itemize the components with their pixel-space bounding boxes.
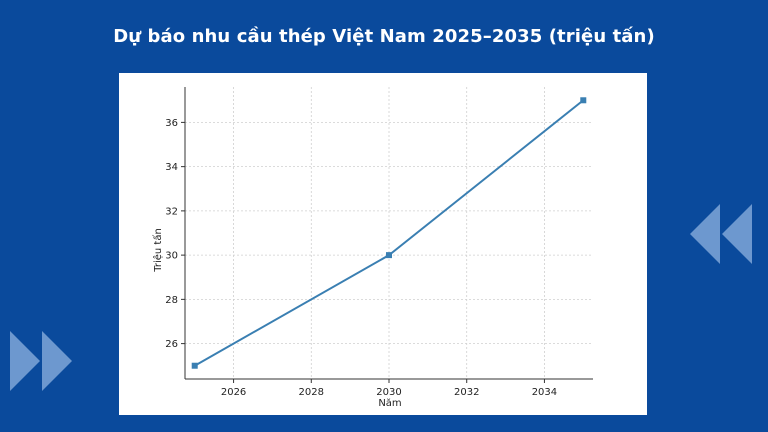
x-tick-label: 2032 [454, 387, 479, 398]
y-tick-label: 26 [165, 339, 178, 350]
x-tick-label: 2030 [376, 387, 401, 398]
x-tick-label: 2028 [299, 387, 324, 398]
y-tick-label: 34 [165, 162, 178, 173]
x-tick-label: 2034 [532, 387, 557, 398]
chart-panel: 2026 2028 2030 2032 2034 26 28 30 32 34 36 Năm Tri… [119, 73, 647, 415]
rewind-icon [690, 204, 752, 264]
y-tick-label: 32 [165, 206, 178, 217]
data-point [580, 97, 587, 104]
y-tick-label: 30 [165, 251, 178, 262]
page-title: Dự báo nhu cầu thép Việt Nam 2025–2035 (… [113, 26, 655, 47]
data-point [191, 362, 198, 369]
y-tick-label: 28 [165, 295, 178, 306]
y-axis-label: Triệu tấn [152, 228, 164, 273]
grid-lines [185, 87, 593, 379]
data-point [386, 252, 392, 259]
x-axis-label: Năm [378, 398, 401, 409]
axes [181, 87, 593, 383]
x-tick-label: 2026 [221, 387, 246, 398]
fast-forward-icon [10, 331, 72, 391]
tick-labels: 2026 2028 2030 2032 2034 26 28 30 32 34 36 [165, 118, 557, 398]
y-tick-label: 36 [165, 118, 178, 129]
line-chart: 2026 2028 2030 2032 2034 26 28 30 32 34 36 Năm Tri… [152, 87, 593, 409]
series [191, 97, 587, 369]
